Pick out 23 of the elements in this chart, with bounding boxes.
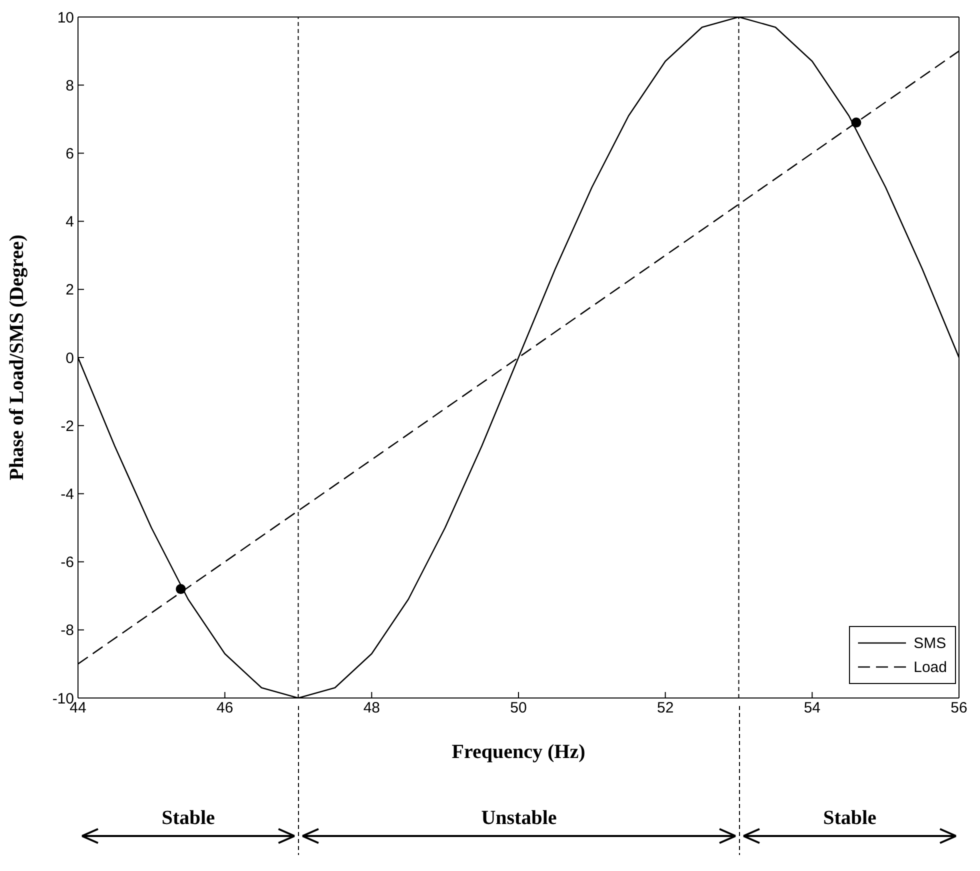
x-tick-label: 48 <box>363 700 380 717</box>
x-tick-label: 46 <box>216 700 234 717</box>
y-tick-label: -6 <box>60 554 74 572</box>
x-tick-label: 54 <box>804 700 821 717</box>
y-tick-label: -8 <box>60 622 74 640</box>
y-tick-label: 10 <box>57 9 74 26</box>
x-tick-label: 52 <box>656 700 674 717</box>
x-tick-label: 50 <box>510 700 527 717</box>
text: Stable <box>162 807 216 829</box>
legend-label: SMS <box>914 634 946 652</box>
y-tick-label: 6 <box>66 146 74 163</box>
text: Unstable <box>481 807 557 829</box>
y-tick-label: -4 <box>60 486 74 504</box>
x-axis-title: Frequency (Hz) <box>452 741 586 763</box>
y-tick-label: 4 <box>66 214 74 231</box>
x-tick-label: 56 <box>950 700 968 717</box>
legend-label: Load <box>914 658 947 676</box>
y-tick-label: 8 <box>66 77 74 94</box>
y-tick-label: -2 <box>60 418 74 435</box>
text: Stable <box>823 807 877 829</box>
y-tick-label: 2 <box>66 282 74 299</box>
y-axis-title: Phase of Load/SMS (Degree) <box>6 234 28 480</box>
y-tick-label: 0 <box>66 350 74 367</box>
